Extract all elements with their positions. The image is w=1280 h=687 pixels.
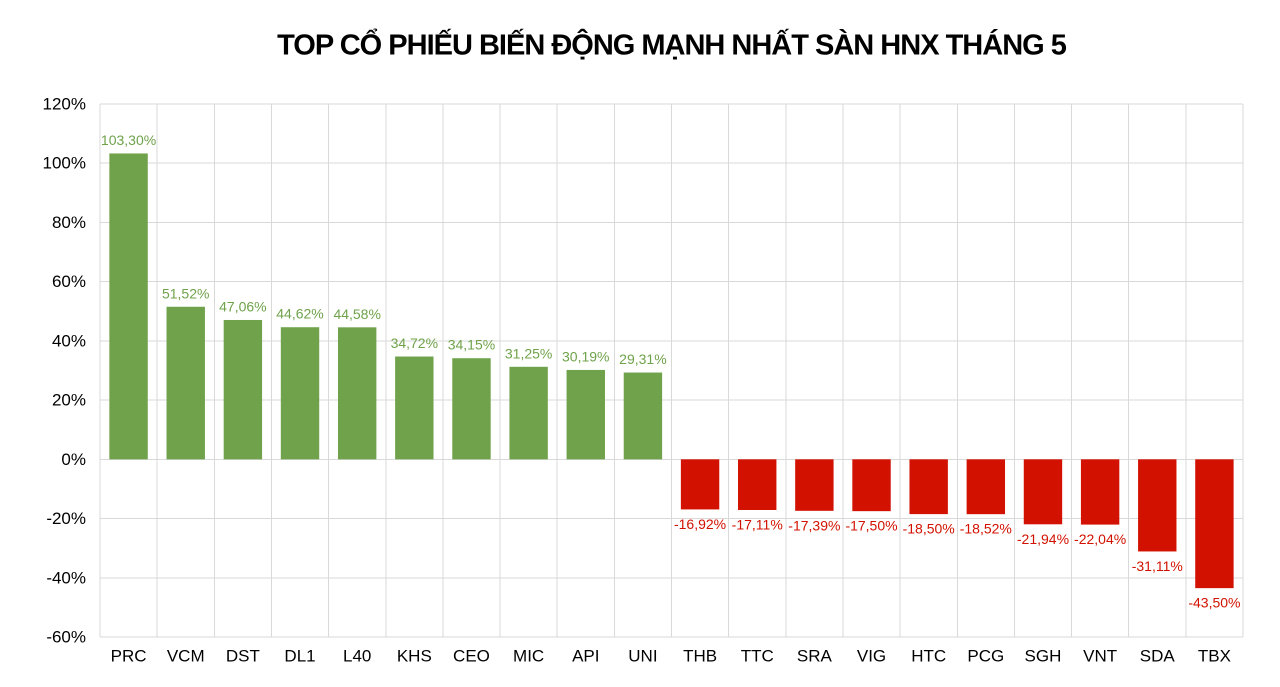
svg-text:30,19%: 30,19% <box>562 348 609 364</box>
svg-text:TTC: TTC <box>741 647 774 666</box>
svg-text:SDA: SDA <box>1140 647 1176 666</box>
svg-text:L40: L40 <box>343 647 371 666</box>
svg-text:103,30%: 103,30% <box>101 132 156 148</box>
svg-text:40%: 40% <box>52 331 86 350</box>
svg-text:SRA: SRA <box>797 647 833 666</box>
svg-text:34,15%: 34,15% <box>448 337 495 353</box>
svg-text:PRC: PRC <box>111 647 147 666</box>
svg-text:120%: 120% <box>43 95 86 114</box>
svg-text:-20%: -20% <box>46 509 86 528</box>
svg-text:-60%: -60% <box>46 628 86 647</box>
svg-text:DL1: DL1 <box>284 647 315 666</box>
svg-text:-22,04%: -22,04% <box>1074 531 1126 547</box>
svg-text:-43,50%: -43,50% <box>1188 595 1240 611</box>
svg-text:-16,92%: -16,92% <box>674 516 726 532</box>
svg-text:-18,52%: -18,52% <box>960 521 1012 537</box>
svg-text:TOP CỔ PHIẾU BIẾN ĐỘNG MẠNH NH: TOP CỔ PHIẾU BIẾN ĐỘNG MẠNH NHẤT SÀN HNX… <box>277 28 1067 62</box>
svg-text:KHS: KHS <box>397 647 432 666</box>
svg-text:-17,39%: -17,39% <box>788 517 840 533</box>
svg-text:-17,50%: -17,50% <box>845 518 897 534</box>
svg-text:-31,11%: -31,11% <box>1132 558 1183 574</box>
svg-text:0%: 0% <box>61 450 86 469</box>
svg-text:TBX: TBX <box>1198 647 1231 666</box>
svg-text:CEO: CEO <box>453 647 490 666</box>
svg-text:60%: 60% <box>52 272 86 291</box>
svg-text:44,62%: 44,62% <box>276 306 323 322</box>
svg-text:100%: 100% <box>43 154 86 173</box>
svg-text:44,58%: 44,58% <box>333 306 380 322</box>
svg-text:MIC: MIC <box>513 647 544 666</box>
svg-text:VCM: VCM <box>167 647 205 666</box>
svg-text:API: API <box>572 647 599 666</box>
svg-text:31,25%: 31,25% <box>505 345 552 361</box>
svg-text:PCG: PCG <box>967 647 1004 666</box>
svg-text:DST: DST <box>226 647 260 666</box>
svg-text:-21,94%: -21,94% <box>1017 531 1069 547</box>
svg-text:20%: 20% <box>52 391 86 410</box>
svg-text:THB: THB <box>683 647 717 666</box>
svg-text:SGH: SGH <box>1025 647 1062 666</box>
svg-text:UNI: UNI <box>628 647 657 666</box>
svg-text:-17,11%: -17,11% <box>732 517 783 533</box>
svg-text:-40%: -40% <box>46 568 86 587</box>
svg-text:34,72%: 34,72% <box>391 335 438 351</box>
svg-text:-18,50%: -18,50% <box>903 521 955 537</box>
svg-text:80%: 80% <box>52 213 86 232</box>
svg-text:VNT: VNT <box>1083 647 1117 666</box>
svg-text:HTC: HTC <box>911 647 946 666</box>
svg-text:VIG: VIG <box>857 647 886 666</box>
svg-text:47,06%: 47,06% <box>219 298 266 314</box>
svg-text:29,31%: 29,31% <box>619 351 666 367</box>
svg-text:51,52%: 51,52% <box>162 285 209 301</box>
